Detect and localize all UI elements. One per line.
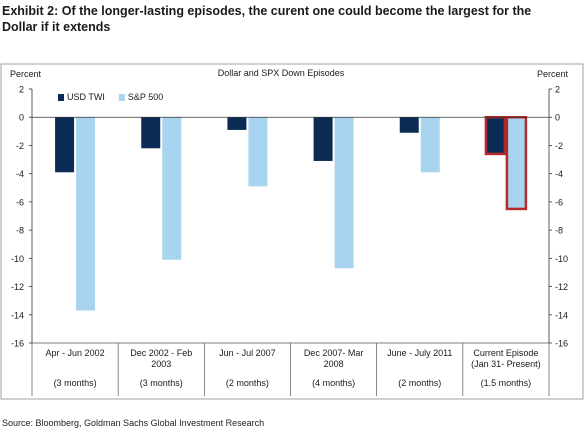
y-tick-label-right: -10	[555, 254, 568, 264]
bar-usd-twi	[227, 117, 247, 130]
legend-label: USD TWI	[67, 92, 105, 102]
category-label: Dec 2002 - Feb	[130, 348, 192, 358]
y-tick-label-right: -14	[555, 310, 568, 320]
category-label: 2008	[324, 359, 344, 369]
legend-swatch	[58, 94, 64, 101]
bar-usd-twi	[313, 117, 333, 161]
bar-usd-twi	[484, 115, 507, 156]
duration-label: (1.5 months)	[481, 378, 532, 388]
y-tick-label-right: -16	[555, 339, 568, 349]
y-tick-label-right: 2	[555, 85, 560, 95]
table-grid	[31, 342, 550, 396]
y-tick-label-left: -16	[11, 339, 24, 349]
legend-item: USD TWI	[58, 92, 105, 102]
bar-s-p-500	[248, 117, 268, 187]
duration-label: (2 months)	[398, 378, 441, 388]
y-tick-label-right: 0	[555, 113, 560, 123]
category-label: (Jan 31- Present)	[471, 359, 541, 369]
legend-item: S&P 500	[118, 92, 163, 102]
duration-label: (2 months)	[226, 378, 269, 388]
exhibit-title: Exhibit 2: Of the longer-lasting episode…	[2, 4, 532, 34]
legend-label: S&P 500	[128, 92, 163, 102]
y-tick-label-right: -6	[555, 197, 563, 207]
y-tick-label-right: -12	[555, 282, 568, 292]
category-label: Jun - Jul 2007	[219, 348, 276, 358]
y-tick-label-left: -8	[16, 226, 24, 236]
duration-label: (3 months)	[140, 378, 183, 388]
y-tick-label-left: -14	[11, 310, 24, 320]
y-tick-label-left: -10	[11, 254, 24, 264]
chart-title: Dollar and SPX Down Episodes	[218, 68, 345, 78]
y-tick-label-right: -8	[555, 226, 563, 236]
bar-s-p-500	[505, 115, 528, 211]
duration-label: (4 months)	[312, 378, 355, 388]
bar-s-p-500	[334, 117, 354, 269]
bar-usd-twi	[141, 117, 161, 149]
y-tick-label-left: -4	[16, 169, 24, 179]
y-tick-label-left: 2	[19, 85, 24, 95]
y-tick-label-right: -4	[555, 169, 563, 179]
category-label: Dec 2007- Mar	[304, 348, 364, 358]
y-tick-label-right: -2	[555, 141, 563, 151]
y-axis-label-left: Percent	[10, 69, 42, 79]
category-label: 2003	[151, 359, 171, 369]
axes: 2 2 0 0 -2 -2 -4 -4 -6 -6 -8 -8 -10 -10 -12 -12 -14 -14 -1…	[11, 85, 568, 349]
bar-s-p-500	[162, 117, 182, 260]
duration-label: (3 months)	[54, 378, 97, 388]
bar-usd-twi	[399, 117, 419, 133]
legend-swatch	[118, 94, 125, 101]
category-label: June - July 2011	[387, 348, 452, 358]
y-tick-label-left: -12	[11, 282, 24, 292]
bars	[55, 115, 528, 311]
y-tick-label-left: -6	[16, 197, 24, 207]
chart-frame	[0, 63, 584, 400]
y-tick-label-left: 0	[19, 113, 24, 123]
category-label: Current Episode	[473, 348, 538, 358]
bar-s-p-500	[420, 117, 440, 173]
legend: USD TWI S&P 500	[58, 92, 163, 102]
y-axis-label-right: Percent	[537, 69, 569, 79]
y-tick-label-left: -2	[16, 141, 24, 151]
source-note: Source: Bloomberg, Goldman Sachs Global …	[2, 418, 265, 428]
category-labels: Apr - Jun 2002(3 months)Dec 2002 - Feb20…	[46, 348, 541, 388]
bar-s-p-500	[76, 117, 96, 311]
category-label: Apr - Jun 2002	[46, 348, 105, 358]
plot-frame	[0, 63, 584, 400]
bar-usd-twi	[55, 117, 75, 173]
